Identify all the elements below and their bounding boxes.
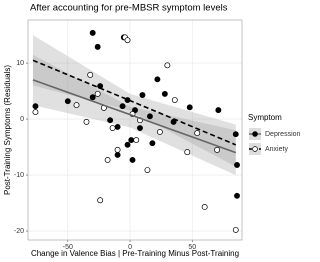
data-point: [144, 167, 151, 173]
data-point: [232, 226, 239, 233]
plot-background: [28, 20, 242, 240]
y-tick-label: -10: [14, 172, 24, 179]
data-point: [83, 118, 90, 125]
plot-border: [27, 19, 243, 241]
y-tick-label: 0: [20, 116, 24, 123]
data-point: [139, 92, 146, 98]
data-point: [73, 102, 80, 109]
data-point: [89, 29, 96, 36]
data-point: [114, 146, 121, 153]
data-point: [194, 130, 201, 137]
data-point: [97, 197, 104, 204]
x-tick-label: 50: [188, 244, 196, 251]
fit-line: [32, 59, 237, 146]
data-point: [128, 137, 135, 144]
legend-label: Depression: [265, 131, 301, 138]
data-point: [186, 104, 193, 111]
data-point: [124, 141, 131, 148]
data-point: [94, 90, 101, 97]
y-axis-label: Post-Training Symptoms (Residuals): [3, 65, 12, 195]
data-point: [201, 204, 208, 210]
data-point: [133, 137, 140, 144]
legend-entry: Depression: [249, 128, 301, 140]
x-axis-label: Change in Valence Bias | Pre-Training Mi…: [31, 249, 239, 258]
data-point: [137, 125, 143, 131]
data-point: [87, 71, 94, 78]
x-tick-label: 0: [128, 244, 132, 251]
data-point: [234, 192, 240, 199]
data-point: [184, 149, 191, 156]
data-point: [232, 131, 239, 138]
data-point: [234, 162, 240, 168]
legend-marker: [252, 146, 258, 152]
data-point: [161, 90, 168, 97]
legend-entry: Anxiety: [249, 143, 288, 155]
data-point: [32, 103, 39, 110]
legend-title: Symptom: [248, 113, 282, 122]
data-point: [64, 98, 71, 105]
chart: After accounting for pre-MBSR symptom le…: [3, 3, 301, 259]
data-point: [114, 123, 121, 130]
y-tick-label: -20: [14, 228, 24, 235]
data-point: [94, 43, 101, 50]
data-point: [119, 103, 126, 110]
data-point: [146, 113, 153, 120]
data-point: [214, 146, 221, 153]
fit-line: [32, 79, 237, 154]
data-point: [154, 76, 161, 83]
data-point: [104, 156, 111, 163]
data-point: [124, 37, 131, 44]
data-point: [215, 107, 222, 114]
data-point: [171, 97, 178, 104]
data-point: [164, 62, 171, 69]
data-point: [89, 94, 96, 101]
legend-marker: [252, 131, 258, 137]
data-point: [109, 125, 116, 131]
data-point: [149, 140, 156, 147]
data-point: [129, 156, 136, 163]
data-point: [156, 129, 163, 135]
chart-title: After accounting for pre-MBSR symptom le…: [30, 3, 228, 14]
x-tick-label: -50: [63, 244, 73, 251]
data-point: [107, 117, 114, 124]
y-tick-label: 10: [16, 60, 24, 67]
data-point: [32, 109, 39, 116]
legend-label: Anxiety: [265, 146, 288, 153]
data-point: [114, 151, 121, 158]
